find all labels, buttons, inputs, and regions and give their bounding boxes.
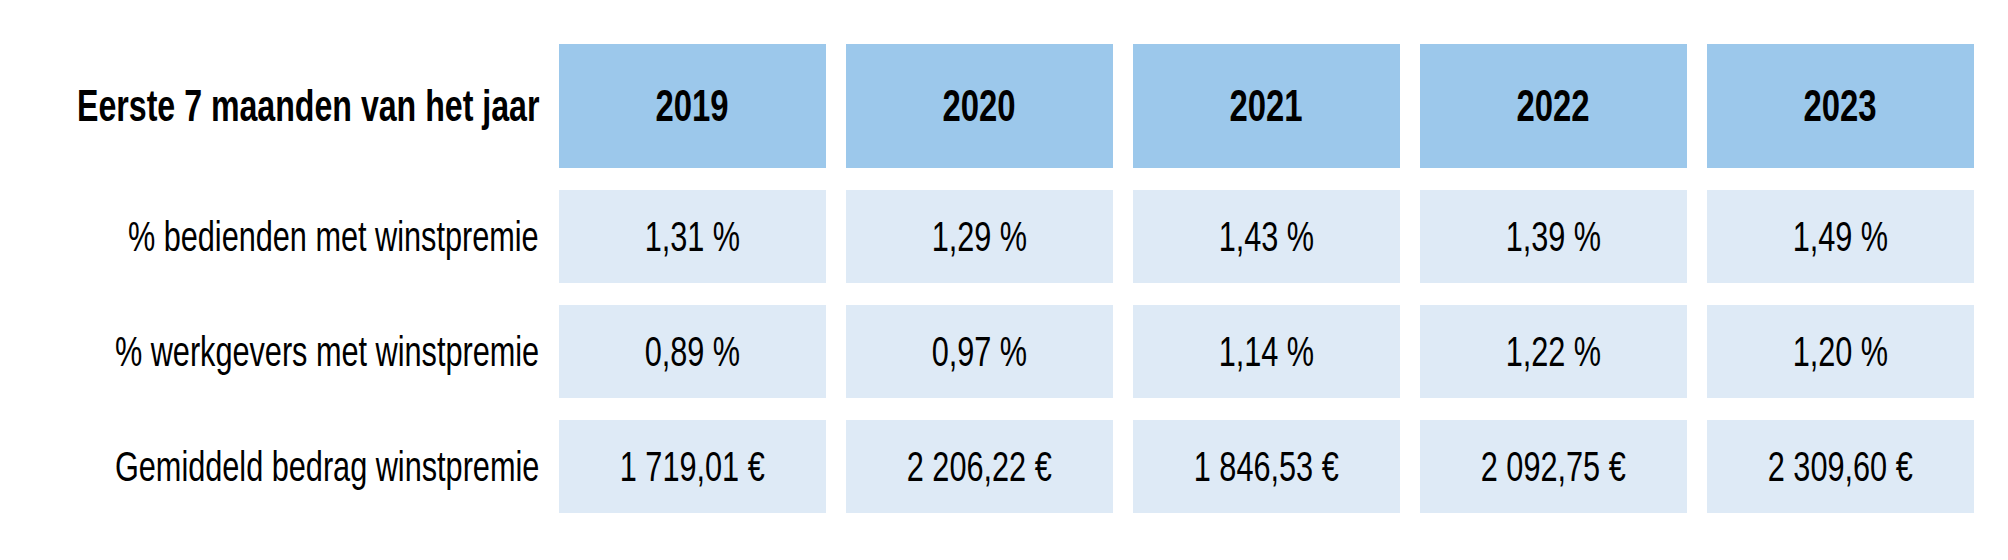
- cell-value: 2 206,22 €: [907, 443, 1052, 491]
- table-cell-bedienden-2019: 1,31 %: [559, 190, 826, 283]
- row-label-text: % werkgevers met winstpremie: [115, 328, 539, 376]
- table-cell-werkgevers-2019: 0,89 %: [559, 305, 826, 398]
- cell-value: 1,29 %: [932, 213, 1027, 261]
- cell-value: 1 719,01 €: [620, 443, 765, 491]
- winstpremie-table-figure: Eerste 7 maanden van het jaar 2019 2020 …: [0, 0, 2008, 560]
- column-header-2023: 2023: [1707, 44, 1974, 168]
- table-title: Eerste 7 maanden van het jaar: [0, 44, 539, 168]
- cell-value: 1,14 %: [1219, 328, 1314, 376]
- column-header-2020: 2020: [846, 44, 1113, 168]
- winstpremie-table: Eerste 7 maanden van het jaar 2019 2020 …: [0, 0, 2008, 513]
- cell-value: 1,43 %: [1219, 213, 1314, 261]
- row-label-werkgevers: % werkgevers met winstpremie: [0, 305, 539, 398]
- column-header-label: 2022: [1517, 80, 1590, 132]
- table-cell-werkgevers-2022: 1,22 %: [1420, 305, 1687, 398]
- table-cell-werkgevers-2023: 1,20 %: [1707, 305, 1974, 398]
- column-header-label: 2021: [1230, 80, 1303, 132]
- cell-value: 1,49 %: [1793, 213, 1888, 261]
- column-header-2021: 2021: [1133, 44, 1400, 168]
- table-cell-bedrag-2023: 2 309,60 €: [1707, 420, 1974, 513]
- cell-value: 0,97 %: [932, 328, 1027, 376]
- column-header-label: 2020: [943, 80, 1016, 132]
- column-header-2019: 2019: [559, 44, 826, 168]
- column-header-2022: 2022: [1420, 44, 1687, 168]
- cell-value: 1,22 %: [1506, 328, 1601, 376]
- cell-value: 2 309,60 €: [1768, 443, 1913, 491]
- table-cell-werkgevers-2021: 1,14 %: [1133, 305, 1400, 398]
- table-cell-bedrag-2022: 2 092,75 €: [1420, 420, 1687, 513]
- cell-value: 1,31 %: [645, 213, 740, 261]
- table-cell-bedienden-2022: 1,39 %: [1420, 190, 1687, 283]
- table-cell-bedienden-2021: 1,43 %: [1133, 190, 1400, 283]
- column-header-label: 2023: [1804, 80, 1877, 132]
- cell-value: 1 846,53 €: [1194, 443, 1339, 491]
- table-cell-bedrag-2020: 2 206,22 €: [846, 420, 1113, 513]
- cell-value: 1,39 %: [1506, 213, 1601, 261]
- table-cell-bedrag-2021: 1 846,53 €: [1133, 420, 1400, 513]
- row-label-text: % bedienden met winstpremie: [128, 213, 539, 261]
- row-label-text: Gemiddeld bedrag winstpremie: [115, 443, 539, 491]
- cell-value: 2 092,75 €: [1481, 443, 1626, 491]
- cell-value: 1,20 %: [1793, 328, 1888, 376]
- table-cell-bedrag-2019: 1 719,01 €: [559, 420, 826, 513]
- table-title-label: Eerste 7 maanden van het jaar: [77, 81, 539, 131]
- row-label-gemiddeld-bedrag: Gemiddeld bedrag winstpremie: [0, 420, 539, 513]
- row-label-bedienden: % bedienden met winstpremie: [0, 190, 539, 283]
- table-cell-bedienden-2023: 1,49 %: [1707, 190, 1974, 283]
- table-cell-werkgevers-2020: 0,97 %: [846, 305, 1113, 398]
- column-header-label: 2019: [656, 80, 729, 132]
- cell-value: 0,89 %: [645, 328, 740, 376]
- table-cell-bedienden-2020: 1,29 %: [846, 190, 1113, 283]
